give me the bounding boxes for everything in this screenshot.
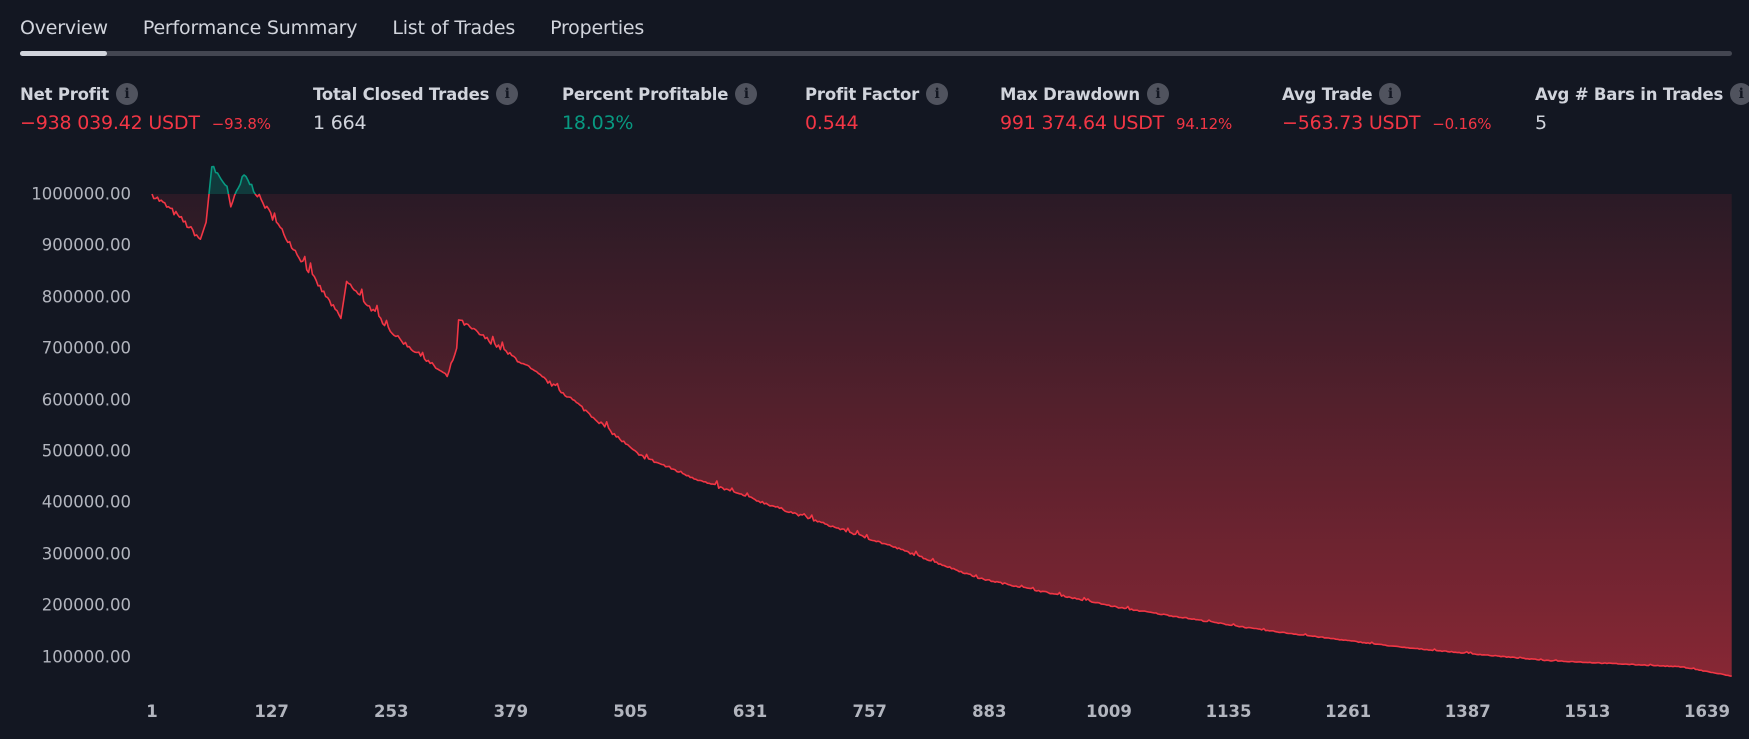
metric-label: Max Drawdown (1000, 84, 1140, 104)
y-axis-label: 200000.00 (41, 595, 131, 615)
y-axis-label: 700000.00 (41, 338, 131, 358)
x-axis-label: 1009 (1085, 702, 1132, 721)
metric-label: Avg # Bars in Trades (1535, 84, 1724, 104)
metric-value: −563.73 USDT (1282, 112, 1421, 134)
info-icon[interactable]: i (1379, 83, 1402, 105)
y-axis-label: 500000.00 (41, 441, 131, 461)
info-icon[interactable]: i (1146, 83, 1169, 105)
metric-max-drawdown: Max Drawdown i 991 374.64 USDT 94.12% (1000, 82, 1232, 136)
y-axis-label: 400000.00 (41, 492, 131, 512)
metric-value: −938 039.42 USDT (20, 112, 200, 134)
y-axis-label: 1000000.00 (31, 184, 131, 204)
info-icon[interactable]: i (1730, 83, 1749, 105)
x-axis-label: 883 (972, 702, 1007, 721)
y-axis-label: 100000.00 (41, 647, 131, 667)
metric-percent: 94.12% (1176, 115, 1233, 133)
tab-scrollbar[interactable] (20, 51, 1732, 56)
drawdown-area (152, 194, 1732, 677)
x-axis-label: 757 (852, 702, 887, 721)
metric-profit-factor: Profit Factor i 0.544 (805, 82, 949, 136)
metric-percent: −93.8% (211, 115, 271, 133)
x-axis-label: 1639 (1684, 702, 1730, 721)
metric-label: Total Closed Trades (313, 84, 490, 104)
y-axis-label: 800000.00 (41, 287, 131, 307)
metric-value: 0.544 (805, 112, 859, 134)
info-icon[interactable]: i (735, 83, 758, 105)
tab-overview[interactable]: Overview (20, 17, 108, 39)
tab-scrollbar-thumb[interactable] (20, 51, 107, 56)
tab-bar: Overview Performance Summary List of Tra… (20, 14, 679, 42)
x-axis-label: 1261 (1325, 702, 1372, 721)
metric-avg-bars-in-trades: Avg # Bars in Trades i 5 (1535, 82, 1749, 136)
y-axis-label: 600000.00 (41, 390, 131, 410)
equity-line-profit (152, 165, 260, 194)
equity-line-loss (151, 194, 1732, 677)
metric-percent: −0.16% (1432, 115, 1492, 133)
info-icon[interactable]: i (115, 83, 138, 105)
tab-performance-summary[interactable]: Performance Summary (142, 17, 358, 39)
metric-value: 991 374.64 USDT (1000, 112, 1165, 134)
info-icon[interactable]: i (496, 83, 519, 105)
metric-value: 5 (1535, 112, 1547, 134)
profit-area (152, 166, 1732, 194)
x-axis-label: 1 (146, 702, 158, 721)
x-axis-label: 505 (613, 702, 648, 721)
x-axis-label: 253 (373, 702, 409, 721)
metric-net-profit: Net Profit i −938 039.42 USDT −93.8% (20, 82, 271, 136)
metric-label: Percent Profitable (562, 84, 729, 104)
metric-label: Avg Trade (1282, 84, 1373, 104)
y-axis-label: 900000.00 (41, 235, 131, 255)
x-axis-label: 1135 (1205, 702, 1252, 721)
x-axis-label: 1387 (1444, 702, 1491, 721)
tab-properties[interactable]: Properties (550, 17, 645, 39)
x-axis-label: 1513 (1564, 702, 1611, 721)
x-axis-label: 379 (493, 702, 529, 721)
metric-value: 1 664 (313, 112, 367, 134)
x-axis-label: 127 (254, 702, 289, 721)
metric-label: Net Profit (20, 84, 109, 104)
metric-percent-profitable: Percent Profitable i 18.03% (562, 82, 758, 136)
y-axis-label: 300000.00 (41, 544, 131, 564)
metric-avg-trade: Avg Trade i −563.73 USDT −0.16% (1282, 82, 1491, 136)
metric-label: Profit Factor (805, 84, 920, 104)
tab-list-of-trades[interactable]: List of Trades (392, 17, 516, 39)
metric-value: 18.03% (562, 112, 634, 134)
info-icon[interactable]: i (926, 83, 949, 105)
x-axis-label: 631 (732, 702, 768, 721)
metric-total-closed-trades: Total Closed Trades i 1 664 (313, 82, 519, 136)
